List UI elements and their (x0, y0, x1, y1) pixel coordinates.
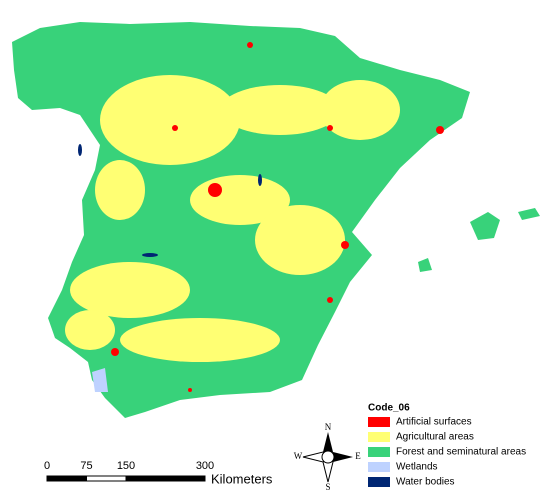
scale-tick-label: 0 (44, 460, 50, 472)
scale-tick-label: 150 (117, 460, 135, 472)
legend-swatch (368, 462, 390, 472)
compass-e: E (355, 451, 361, 461)
scale-segment (86, 475, 127, 482)
scale-segment (46, 475, 87, 482)
scale-segment (125, 475, 206, 482)
mainland (12, 22, 470, 418)
legend-swatch (368, 432, 390, 442)
legend-label: Wetlands (396, 462, 438, 473)
scale-tick-label: 300 (196, 460, 214, 472)
compass-n: N (325, 422, 332, 432)
compass-s: S (325, 482, 330, 492)
scale-tick-label: 75 (80, 460, 92, 472)
legend-label: Forest and seminatural areas (396, 447, 526, 458)
compass-w: W (294, 451, 303, 461)
legend-label: Artificial surfaces (396, 417, 472, 428)
scale-unit: Kilometers (211, 471, 273, 486)
legend-title: Code_06 (368, 403, 410, 414)
legend-label: Water bodies (396, 477, 455, 488)
islands (418, 208, 540, 272)
legend-swatch (368, 417, 390, 427)
compass-rose: N S W E (294, 422, 362, 492)
legend-swatch (368, 447, 390, 457)
legend: Code_06 Artificial surfaces Agricultural … (368, 403, 526, 488)
legend-label: Agricultural areas (396, 432, 474, 443)
legend-swatch (368, 477, 390, 487)
